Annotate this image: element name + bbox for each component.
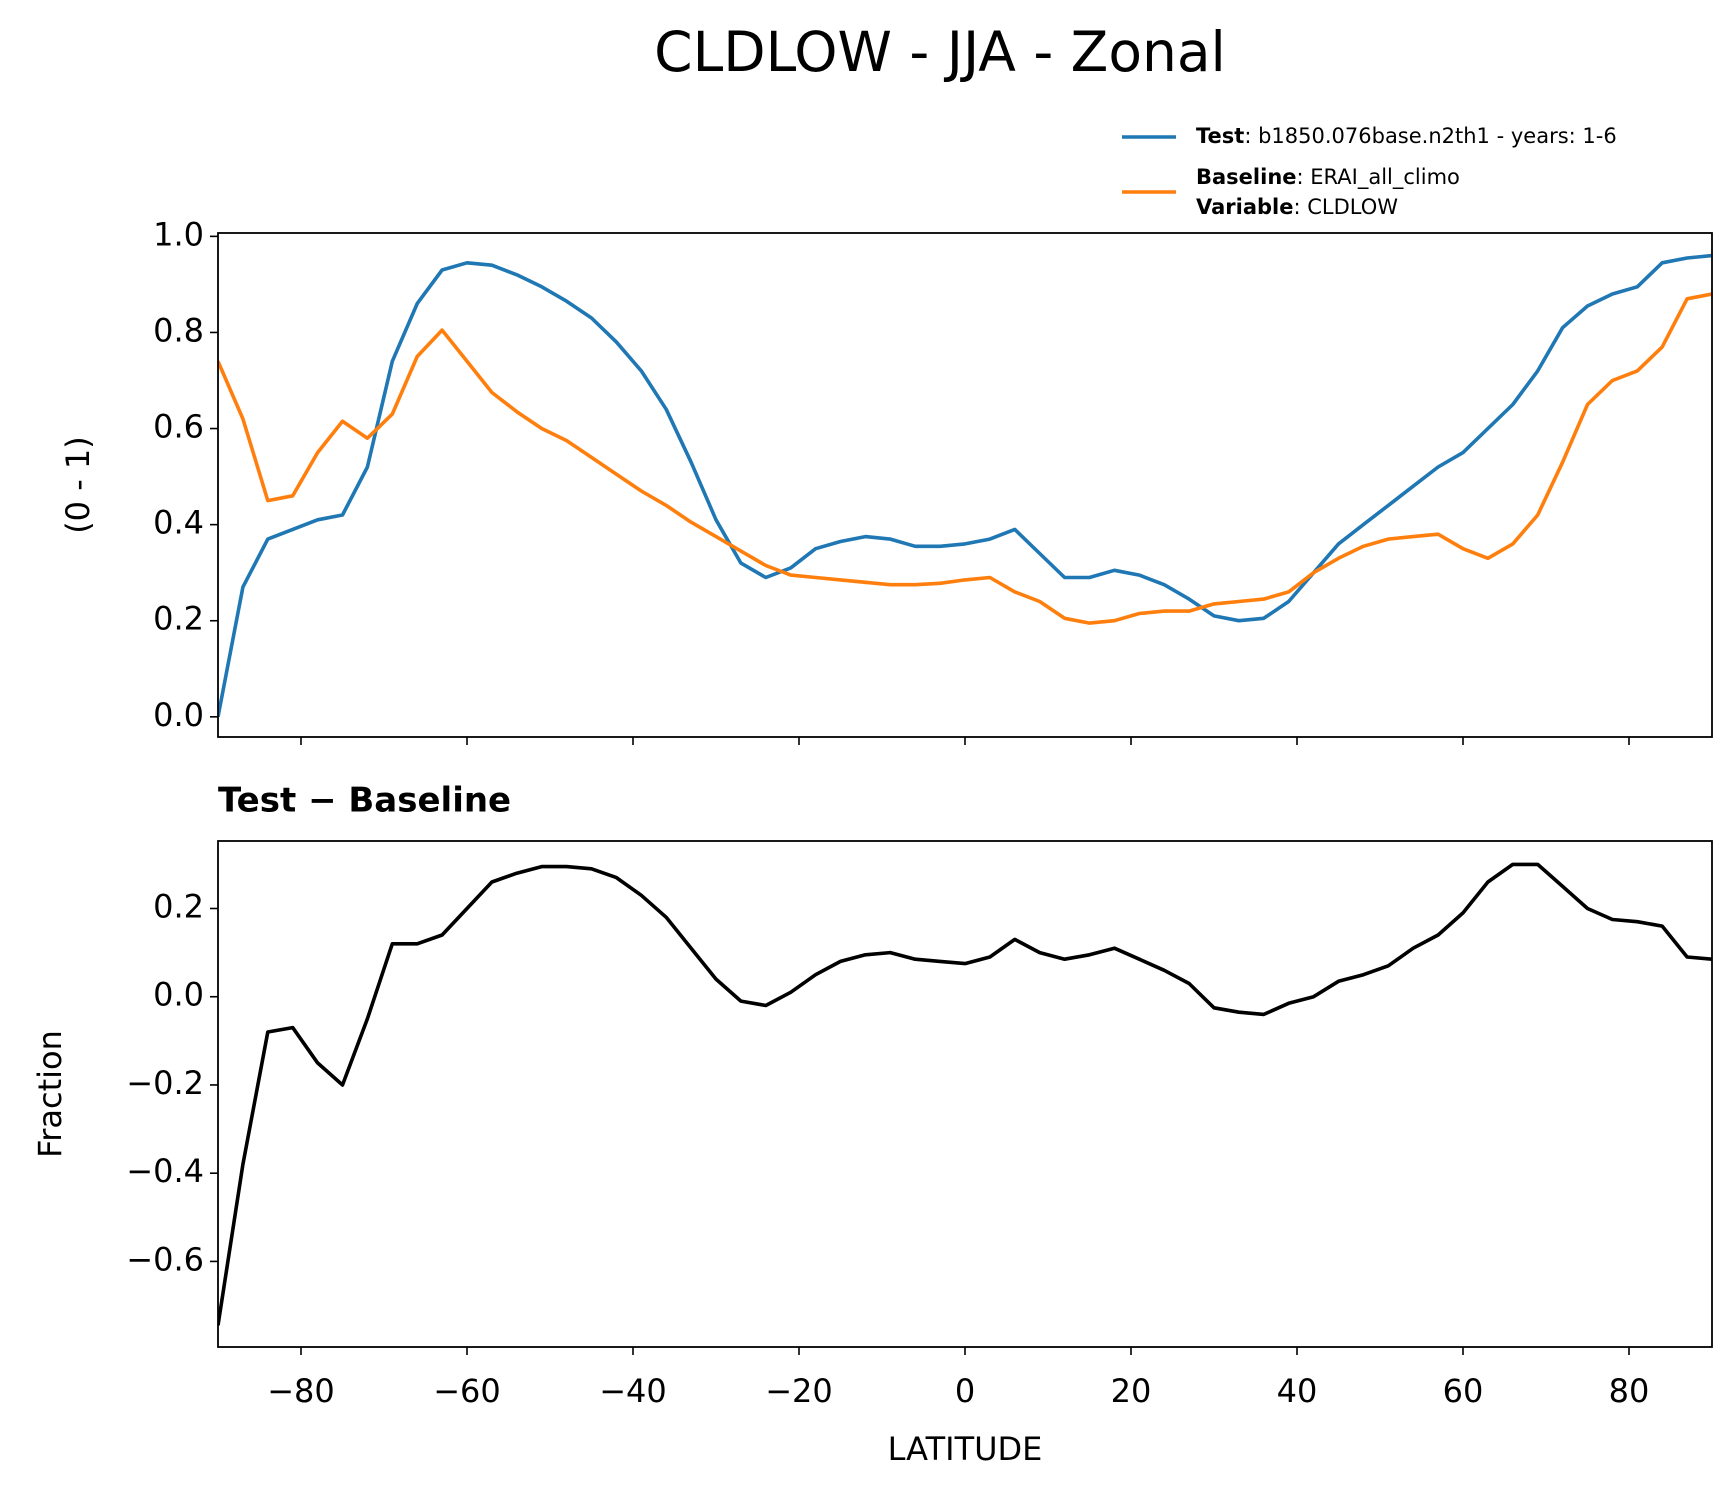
y-tick-label: −0.2 — [126, 1064, 204, 1102]
legend-name: Test — [1196, 124, 1244, 148]
x-tick-label: 20 — [1111, 1372, 1152, 1410]
y-tick-label: 0.8 — [153, 311, 204, 349]
x-tick-label: 60 — [1443, 1372, 1484, 1410]
legend-info: : b1850.076base.n2th1 - years: 1-6 — [1244, 124, 1616, 148]
x-tick-label: −80 — [267, 1372, 335, 1410]
chart-title: CLDLOW - JJA - Zonal — [654, 20, 1226, 84]
legend-entry: Test: b1850.076base.n2th1 - years: 1-6 — [1196, 124, 1617, 148]
y-tick-label: 0.0 — [153, 976, 204, 1014]
y-tick-label: 0.0 — [153, 696, 204, 734]
legend-info: : CLDLOW — [1293, 195, 1398, 219]
legend-name: Variable — [1196, 195, 1293, 219]
legend-entry: Variable: CLDLOW — [1196, 195, 1398, 219]
x-tick-label: −40 — [599, 1372, 667, 1410]
y-axis-label: (0 - 1) — [59, 436, 97, 534]
y-tick-label: 0.4 — [153, 504, 204, 542]
chart-title: Test − Baseline — [218, 781, 511, 821]
axes-frame — [217, 232, 1713, 738]
legend-name: Baseline — [1196, 165, 1297, 189]
x-tick-label: −20 — [765, 1372, 833, 1410]
y-axis-label: Fraction — [31, 1030, 69, 1158]
y-tick-label: 0.2 — [153, 887, 204, 925]
x-tick-label: 80 — [1609, 1372, 1650, 1410]
series-line — [218, 292, 1712, 625]
series-line — [218, 253, 1712, 718]
y-tick-label: −0.6 — [126, 1240, 204, 1278]
legend-info: : ERAI_all_climo — [1297, 165, 1460, 190]
legend-entry: Baseline: ERAI_all_climo — [1196, 165, 1460, 190]
y-tick-label: 0.6 — [153, 408, 204, 446]
x-axis-label: LATITUDE — [888, 1430, 1043, 1468]
x-tick-label: 40 — [1277, 1372, 1318, 1410]
x-tick-label: 0 — [955, 1372, 975, 1410]
series-line — [218, 862, 1712, 1326]
y-tick-label: −0.4 — [126, 1152, 204, 1190]
y-tick-label: 1.0 — [153, 215, 204, 253]
y-tick-label: 0.2 — [153, 600, 204, 638]
x-tick-label: −60 — [433, 1372, 501, 1410]
axes-frame — [217, 840, 1713, 1348]
